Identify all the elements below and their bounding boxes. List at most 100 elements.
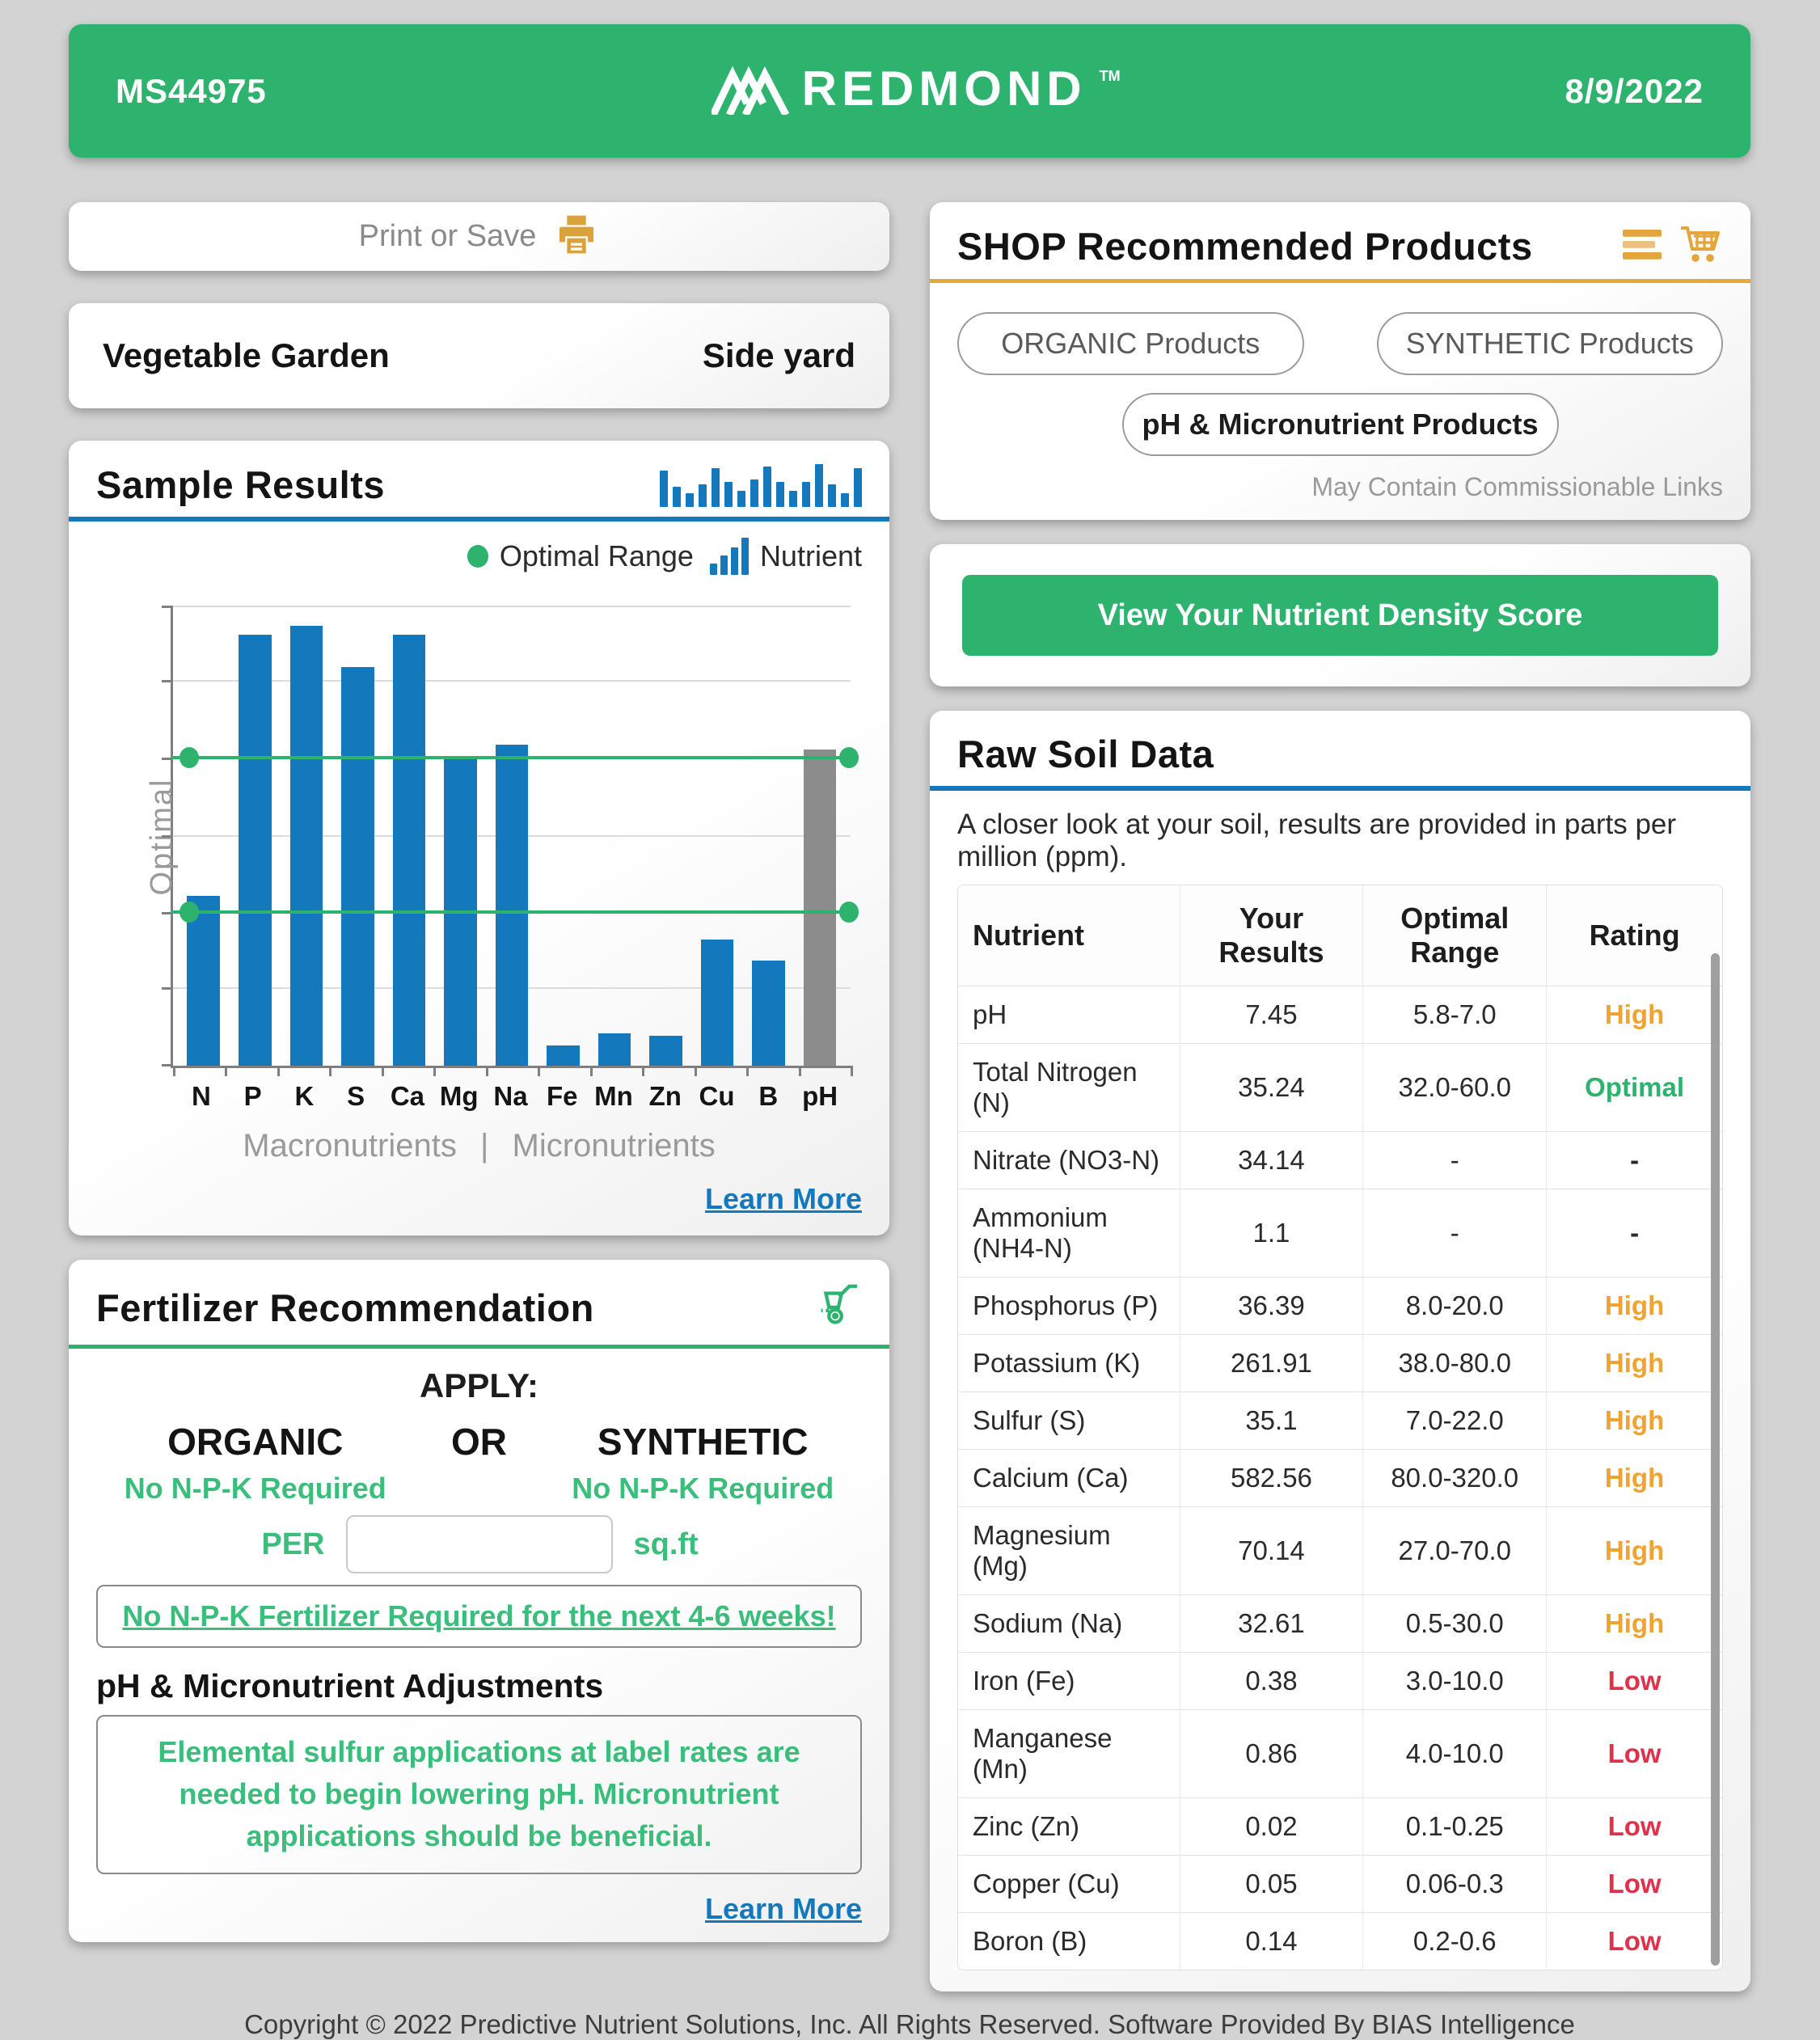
table-row: Nitrate (NO3-N) 34.14- - [958,1131,1722,1189]
table-row: Copper (Cu) 0.05 0.06-0.3 Low [958,1855,1722,1913]
organic-heading: ORGANIC [167,1421,344,1463]
synthetic-heading: SYNTHETIC [597,1421,809,1463]
bar-slot [691,607,743,1066]
x-tick-label: B [758,1081,779,1111]
sample-name: Vegetable Garden [103,336,390,374]
bar-slot [383,607,435,1066]
list-menu-icon[interactable] [1621,226,1663,266]
x-tick-label: P [243,1081,262,1111]
nutrient-chart: Optimal [145,606,859,1076]
organic-npk-note: No N-P-K Required [124,1472,386,1505]
chart-bar-pH [803,749,837,1066]
chart-bar-S [341,666,374,1066]
blue-divider [69,517,889,522]
table-header-row: Nutrient Your Results Optimal Range Rati… [958,885,1722,986]
table-row: Total Nitrogen (N) 35.24 32.0-60.0 Optimal [958,1043,1722,1132]
ph-micronutrient-products-button[interactable]: pH & Micronutrient Products [1121,393,1559,456]
optimal-range-dot-icon [467,545,488,568]
bar-chart-icon [660,462,862,507]
raw-soil-table: Nutrient Your Results Optimal Range Rati… [957,885,1723,1970]
bar-slot [743,607,795,1066]
chart-bar-Mn [598,1033,631,1066]
x-tick-label: pH [802,1081,838,1111]
table-scrollbar[interactable] [1711,953,1720,1966]
nutrient-group-labels: Macronutrients | Micronutrients [96,1128,862,1164]
fertilizer-learn-more-link[interactable]: Learn More [704,1891,862,1925]
view-nutrient-density-score-button[interactable]: View Your Nutrient Density Score [962,575,1718,656]
chart-bar-Cu [700,940,734,1066]
table-row: pH 7.45 5.8-7.0 High [958,986,1722,1044]
ph-adjustments-note: Elemental sulfur applications at label r… [96,1715,862,1874]
sqft-label: sq.ft [633,1527,699,1561]
mountain-logo-icon [709,63,789,119]
fertilizer-title: Fertilizer Recommendation [96,1286,594,1329]
table-row: Iron (Fe) 0.38 3.0-10.0 Low [958,1652,1722,1710]
shop-card: SHOP Recommended Products [930,202,1750,520]
table-row: Boron (B) 0.14 0.2-0.6 Low [958,1912,1722,1970]
synthetic-products-button[interactable]: SYNTHETIC Products [1376,312,1723,375]
optimal-range-line [171,746,859,768]
raw-soil-table-body: pH 7.45 5.8-7.0 High Total Nitrogen (N) 35.24… [958,986,1722,1970]
commissionable-links-note: May Contain Commissionable Links [1311,472,1723,501]
x-tick-label: Mn [594,1081,633,1111]
print-or-save-label: Print or Save [358,219,537,253]
sample-id: MS44975 [116,71,267,110]
chart-bar-Zn [649,1036,682,1066]
bar-slot [589,607,640,1066]
bar-slot [435,607,487,1066]
bar-slot [281,607,332,1066]
chart-bar-B [752,960,785,1066]
organic-products-button[interactable]: ORGANIC Products [957,312,1304,375]
per-label: PER [261,1527,325,1561]
x-tick-label: Fe [546,1081,578,1111]
spreader-cart-icon [812,1281,862,1335]
right-column: SHOP Recommended Products [930,202,1750,1991]
x-tick-label: N [191,1081,211,1111]
square-feet-input[interactable] [345,1515,613,1573]
col-nutrient: Nutrient [958,885,1180,986]
blue-divider [930,786,1750,791]
synthetic-npk-note: No N-P-K Required [572,1472,834,1505]
printer-icon [554,212,599,261]
brand-name: REDMOND [801,61,1087,116]
nutrient-bars-icon [709,538,749,575]
bar-slot [230,607,281,1066]
sample-results-title: Sample Results [96,462,386,506]
table-row: Phosphorus (P) 36.39 8.0-20.0 High [958,1277,1722,1335]
table-row: Calcium (Ca) 582.56 80.0-320.0 High [958,1449,1722,1507]
table-row: Potassium (K) 261.91 38.0-80.0 High [958,1334,1722,1392]
chart-bar-Fe [547,1045,580,1066]
table-row: Magnesium (Mg) 70.14 27.0-70.0 High [958,1506,1722,1595]
copyright-footer: Copyright © 2022 Predictive Nutrient Sol… [244,2009,1575,2039]
x-tick-label: K [294,1081,315,1111]
raw-soil-subtitle: A closer look at your soil, results are … [957,809,1677,872]
x-tick-label: Cu [699,1081,735,1111]
chart-bars [173,607,851,1066]
print-or-save-button[interactable]: Print or Save [69,202,889,271]
sample-results-learn-more-link[interactable]: Learn More [704,1182,862,1215]
shopping-cart-icon[interactable] [1678,223,1723,269]
macronutrients-label: Macronutrients [243,1128,457,1164]
green-divider [69,1345,889,1349]
micronutrients-label: Micronutrients [512,1128,716,1164]
brand-logo: REDMOND TM [709,61,1121,119]
table-row: Ammonium (NH4-N) 1.1- - [958,1189,1722,1278]
chart-bar-N [187,896,221,1066]
raw-soil-title: Raw Soil Data [957,733,1214,775]
raw-soil-data-card: Raw Soil Data A closer look at your soil… [930,711,1750,1991]
table-row: Zinc (Zn) 0.02 0.1-0.25 Low [958,1797,1722,1856]
npk-banner: No N-P-K Fertilizer Required for the nex… [96,1585,862,1648]
chart-bar-P [238,635,272,1066]
col-rating: Rating [1546,885,1722,986]
x-tick-label: Ca [390,1081,425,1111]
col-range: Optimal Range [1362,885,1547,986]
npk-banner-link[interactable]: No N-P-K Fertilizer Required for the nex… [122,1599,836,1632]
bar-slot [640,607,692,1066]
chart-bar-K [289,625,323,1066]
report-header: MS44975 REDMOND TM 8/9/2022 [69,24,1750,158]
table-row: Manganese (Mn) 0.86 4.0-10.0 Low [958,1709,1722,1798]
bar-slot [332,607,384,1066]
bar-slot [538,607,589,1066]
